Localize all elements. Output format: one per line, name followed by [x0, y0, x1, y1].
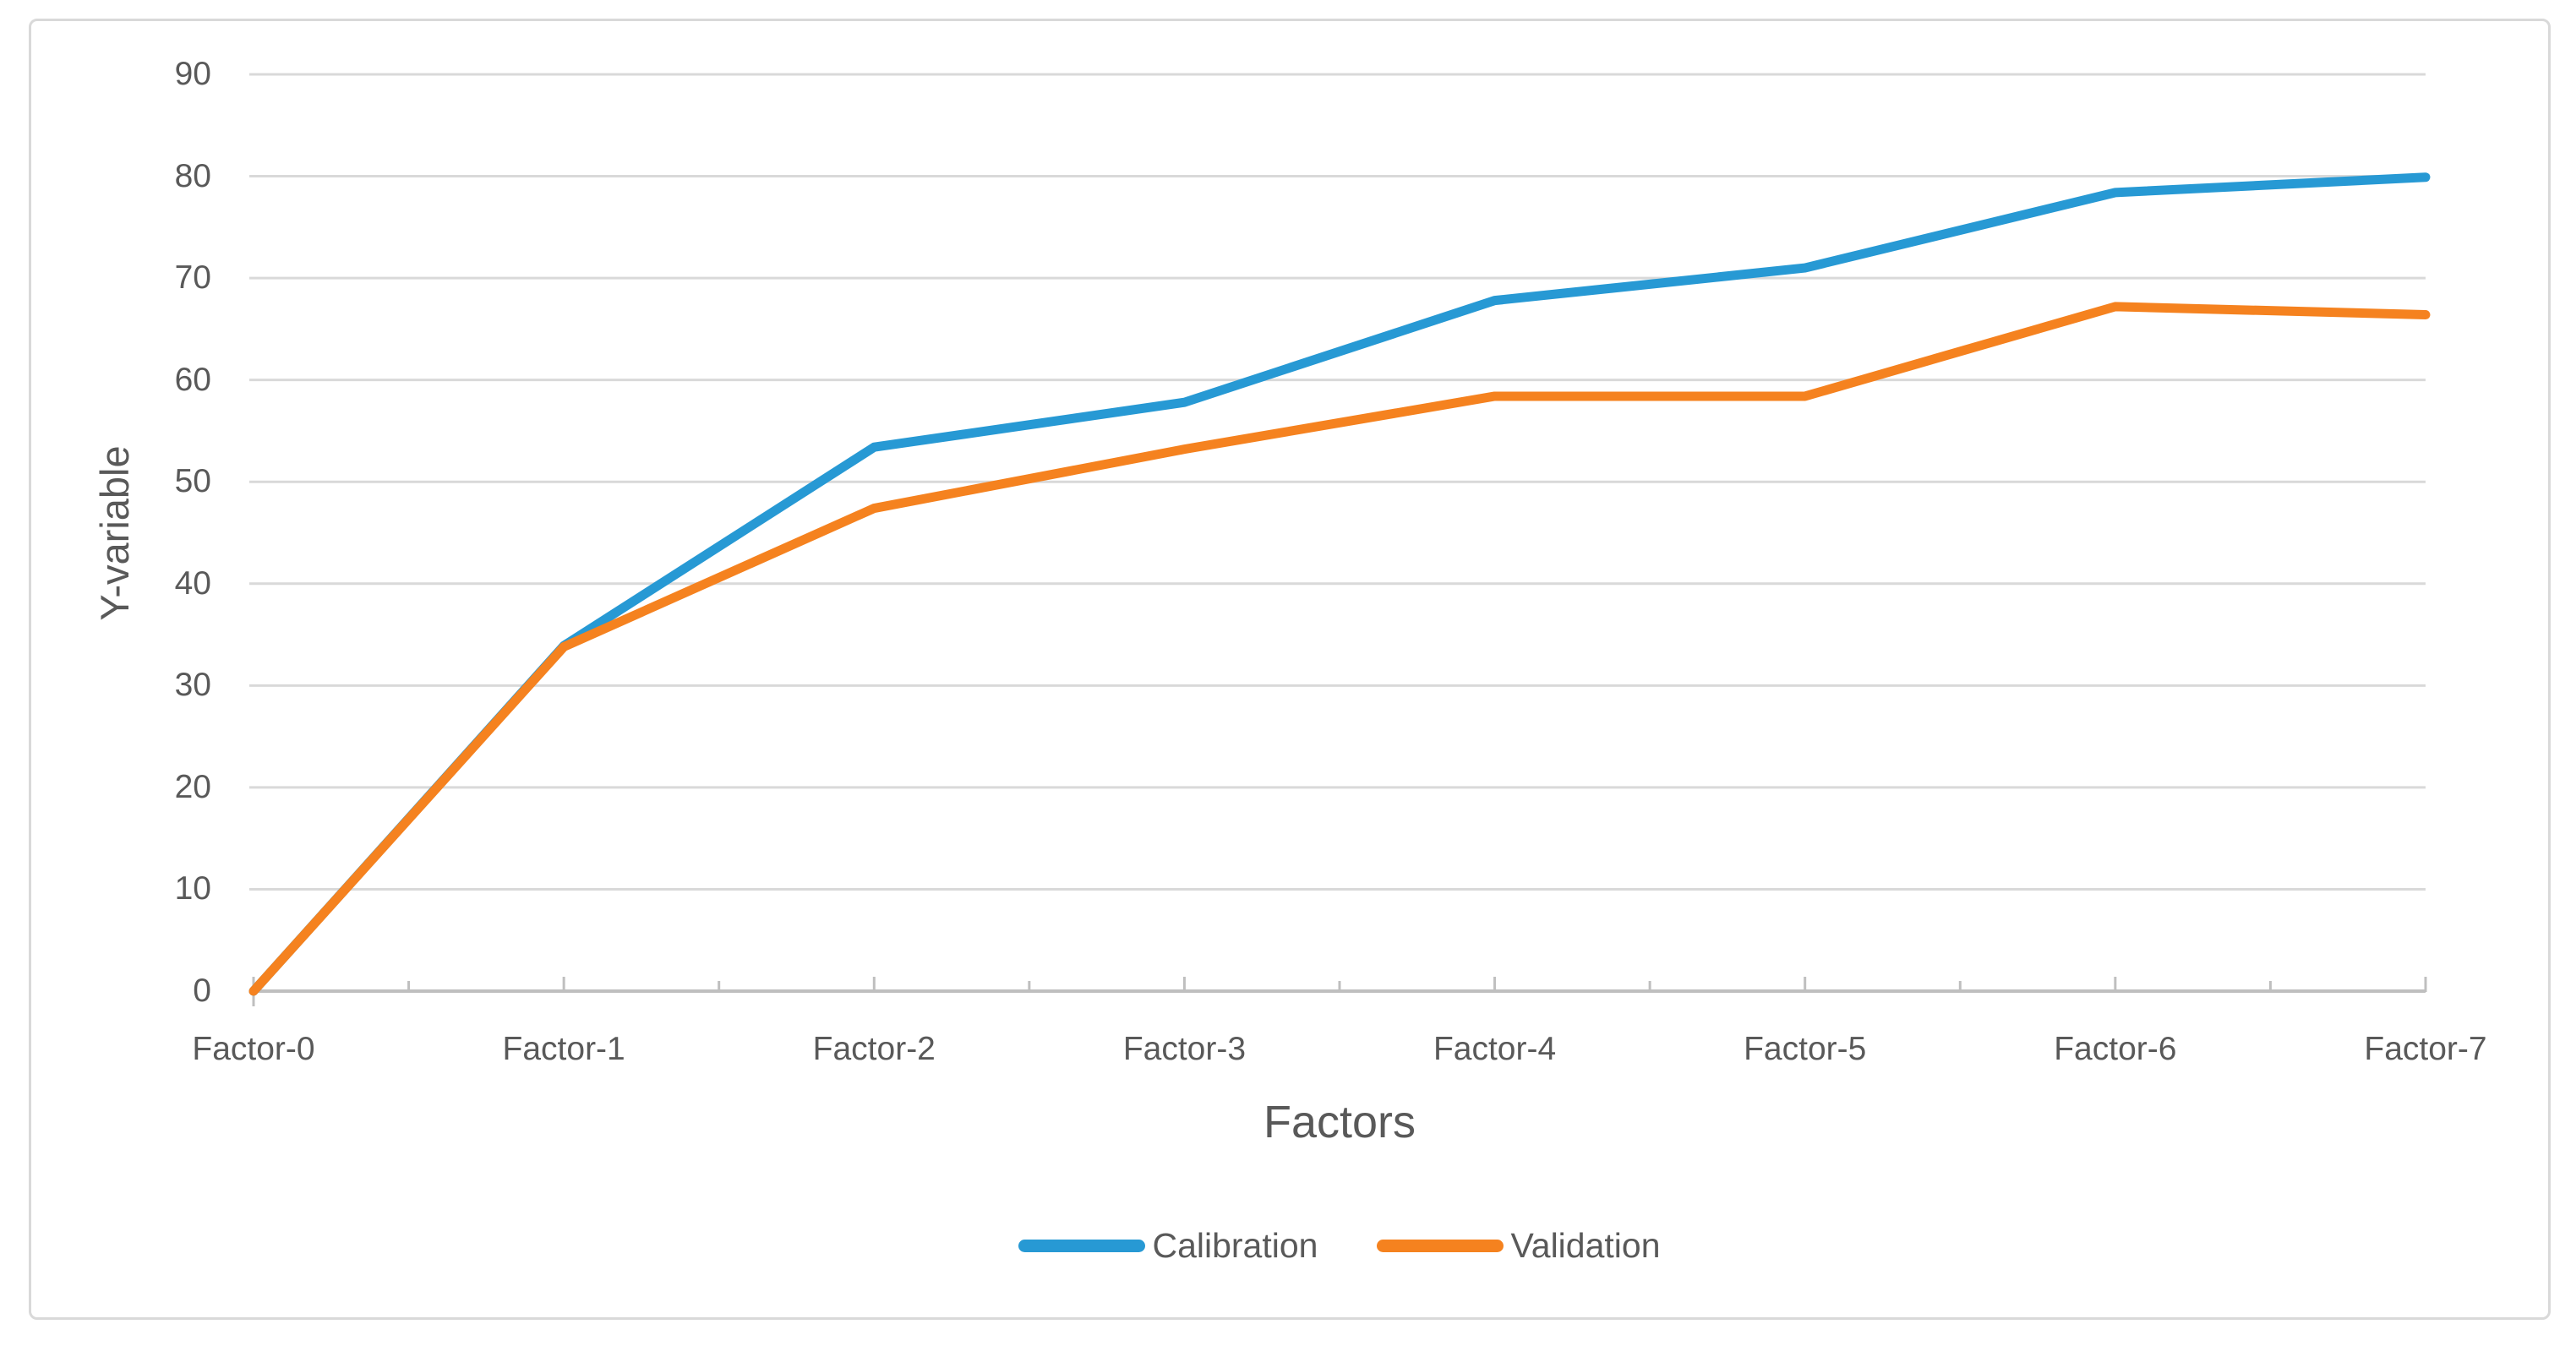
y-tick-label-10: 10 [174, 870, 211, 907]
x-tick-label-factor-6: Factor-6 [2054, 1031, 2177, 1067]
legend: Calibration Validation [254, 1222, 2426, 1269]
legend-item-validation: Validation [1377, 1222, 1661, 1269]
legend-label-calibration: Calibration [1152, 1226, 1318, 1265]
x-tick-label-factor-2: Factor-2 [812, 1031, 936, 1067]
legend-label-validation: Validation [1510, 1226, 1661, 1265]
x-axis-title: Factors [1263, 1097, 1416, 1147]
series-line-validation [248, 302, 2431, 996]
x-tick-label-factor-4: Factor-4 [1433, 1031, 1557, 1067]
y-tick-label-90: 90 [174, 56, 211, 92]
y-tick-label-80: 80 [174, 157, 211, 194]
legend-swatch-validation [1377, 1239, 1504, 1252]
y-tick-label-30: 30 [174, 667, 211, 704]
y-tick-label-60: 60 [174, 361, 211, 398]
y-tick-label-50: 50 [174, 463, 211, 500]
x-tick-label-factor-0: Factor-0 [192, 1031, 315, 1067]
y-tick-label-40: 40 [174, 564, 211, 602]
x-tick-label-factor-3: Factor-3 [1122, 1031, 1247, 1067]
series-line-calibration [248, 172, 2431, 996]
y-tick-label-20: 20 [174, 768, 211, 805]
x-tick-label-factor-1: Factor-1 [502, 1031, 625, 1067]
y-axis-title: Y-variable [92, 445, 137, 621]
x-tick-label-factor-5: Factor-5 [1744, 1031, 1867, 1067]
x-tick-label-factor-7: Factor-7 [2364, 1031, 2487, 1067]
legend-item-calibration: Calibration [1018, 1222, 1318, 1269]
legend-swatch-calibration [1018, 1239, 1146, 1252]
y-tick-label-70: 70 [174, 259, 211, 297]
y-tick-label-0: 0 [193, 973, 211, 1009]
